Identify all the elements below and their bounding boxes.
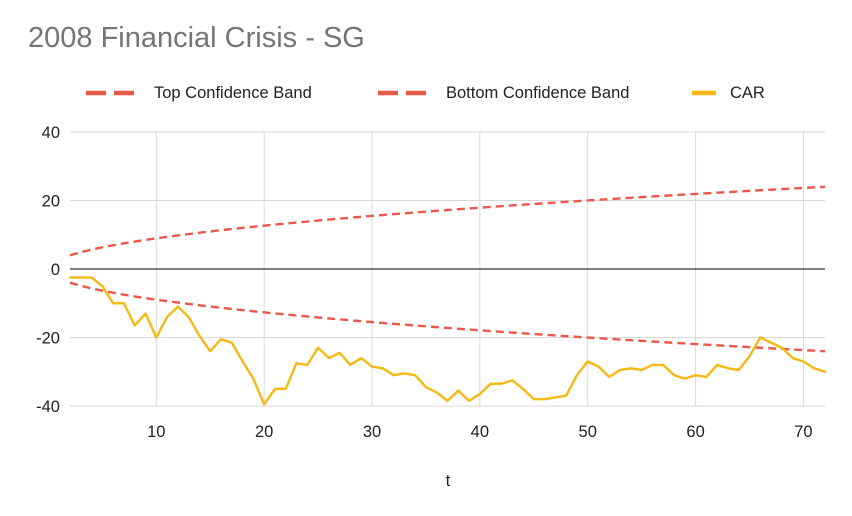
chart-title: 2008 Financial Crisis - SG xyxy=(28,22,365,54)
series-layer xyxy=(68,185,827,406)
grid xyxy=(70,131,825,407)
y-tick-label: 40 xyxy=(42,124,60,142)
x-tick-label: 10 xyxy=(147,423,165,441)
legend: Top Confidence Band Bottom Confidence Ba… xyxy=(0,78,852,108)
y-tick-label: 0 xyxy=(51,261,60,279)
tick-labels: -40 -20 0 20 40 10 20 30 40 50 60 70 xyxy=(36,124,812,441)
y-tick-label: -40 xyxy=(36,398,60,416)
legend-swatch-bottom-band xyxy=(378,90,430,96)
legend-label-car: CAR xyxy=(730,83,765,102)
legend-item-top-band[interactable]: Top Confidence Band xyxy=(84,78,312,108)
legend-swatch-car xyxy=(692,90,716,96)
x-tick-label: 50 xyxy=(579,423,597,441)
x-tick-label: 60 xyxy=(686,423,704,441)
x-axis-label: t xyxy=(446,471,451,490)
series-line-car xyxy=(68,276,827,406)
series-line-top-band xyxy=(69,185,826,257)
x-tick-label: 70 xyxy=(794,423,812,441)
legend-label-bottom-band: Bottom Confidence Band xyxy=(446,83,630,102)
y-tick-label: 20 xyxy=(42,193,60,211)
x-tick-label: 20 xyxy=(255,423,273,441)
legend-swatch-top-band xyxy=(86,90,138,96)
y-tick-label: -20 xyxy=(36,330,60,348)
x-tick-label: 30 xyxy=(363,423,381,441)
legend-item-car[interactable]: CAR xyxy=(690,78,765,108)
legend-item-bottom-band[interactable]: Bottom Confidence Band xyxy=(376,78,629,108)
x-tick-label: 40 xyxy=(471,423,489,441)
legend-label-top-band: Top Confidence Band xyxy=(154,83,312,102)
series-line-bottom-band xyxy=(69,281,826,353)
